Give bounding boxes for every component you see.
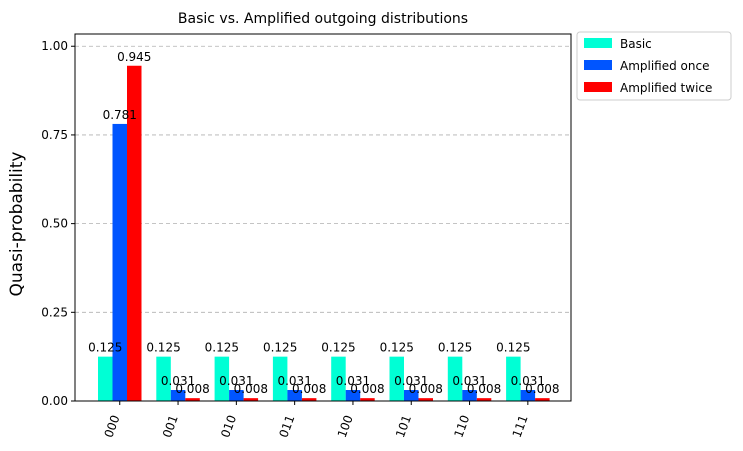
y-tick-label: 0.00: [41, 394, 68, 408]
bar-amplified-once-101: [404, 390, 419, 401]
y-tick-label: 0.75: [41, 128, 68, 142]
bar-value-labels: 0.1250.7810.9450.1250.0310.0080.1250.031…: [88, 50, 559, 396]
bar-value-label: 0.008: [409, 382, 443, 396]
legend-swatch-amplified-once: [584, 60, 612, 70]
legend-swatch-amplified-twice: [584, 82, 612, 92]
bar-basic-111: [506, 356, 521, 401]
legend-label: Amplified twice: [620, 81, 712, 95]
bar-basic-110: [447, 356, 463, 401]
bar-basic-101: [389, 356, 404, 401]
y-tick-label: 0.50: [41, 217, 68, 231]
bar-value-label: 0.031: [452, 374, 486, 388]
bar-amplified-once-110: [462, 390, 477, 401]
x-tick-label-101: 101: [393, 413, 414, 439]
chart-title: Basic vs. Amplified outgoing distributio…: [178, 11, 468, 27]
x-tick-label-111: 111: [510, 413, 531, 439]
bar-amplified-once-001: [170, 390, 186, 401]
bar-amplified-twice-000: [127, 65, 142, 401]
bar-amplified-once-010: [229, 390, 244, 401]
bar-value-label: 0.031: [277, 374, 311, 388]
bar-value-label: 0.008: [292, 382, 326, 396]
bar-basic-000: [98, 356, 113, 401]
y-tick-label: 1.00: [41, 39, 68, 53]
bar-amplified-twice-101: [418, 398, 433, 401]
legend-swatch-basic: [584, 38, 612, 48]
legend-label: Basic: [620, 37, 652, 51]
bar-amplified-twice-011: [301, 398, 317, 401]
bar-value-label: 0.008: [350, 382, 384, 396]
bar-amplified-once-011: [287, 390, 302, 401]
bar-value-label: 0.008: [525, 382, 559, 396]
legend-frame: [576, 31, 732, 101]
bar-value-label: 0.125: [88, 341, 122, 355]
bar-amplified-twice-110: [476, 398, 492, 401]
y-axis-label: Quasi-probability: [7, 152, 27, 297]
bar-value-label: 0.031: [161, 374, 195, 388]
bar-value-label: 0.008: [467, 382, 501, 396]
x-tick-label-010: 010: [218, 413, 239, 439]
bar-amplified-twice-001: [185, 398, 200, 401]
bar-amplified-once-100: [345, 390, 361, 401]
x-axis: 000 001 010 011 100 101 110 111: [102, 401, 531, 440]
x-tick-label-001: 001: [160, 413, 181, 439]
bar-basic-001: [156, 356, 171, 401]
bar-amplified-once-111: [520, 390, 536, 401]
bar-basic-011: [272, 356, 288, 401]
bar-value-label: 0.125: [496, 341, 530, 355]
bar-value-label: 0.125: [321, 341, 355, 355]
legend-label: Amplified once: [620, 59, 709, 73]
bar-value-label: 0.945: [117, 50, 151, 64]
x-tick-label-000: 000: [102, 413, 123, 439]
bar-value-label: 0.125: [263, 341, 297, 355]
x-tick-label-100: 100: [335, 413, 356, 439]
bar-value-label: 0.031: [511, 374, 545, 388]
bar-value-label: 0.031: [394, 374, 428, 388]
bar-amplified-twice-111: [535, 398, 550, 401]
bar-value-label: 0.008: [175, 382, 209, 396]
grid-lines: [75, 45, 571, 313]
bar-basic-100: [331, 356, 346, 401]
bar-value-label: 0.008: [234, 382, 268, 396]
bar-value-label: 0.125: [438, 341, 472, 355]
bar-amplified-twice-010: [243, 398, 259, 401]
bar-amplified-once-000: [112, 123, 127, 401]
y-axis: 0.00 0.25 0.50 0.75 1.00: [41, 39, 75, 408]
x-tick-label-110: 110: [451, 413, 472, 439]
y-tick-label: 0.25: [41, 305, 68, 319]
bar-value-label: 0.125: [205, 341, 239, 355]
bar-amplified-twice-100: [360, 398, 375, 401]
plot-frame: [74, 33, 572, 402]
bar-value-label: 0.125: [380, 341, 414, 355]
bar-value-label: 0.781: [103, 108, 137, 122]
legend: Basic Amplified once Amplified twice: [576, 31, 732, 101]
bars: [98, 65, 550, 401]
bar-value-label: 0.031: [219, 374, 253, 388]
bar-basic-010: [214, 356, 230, 401]
bar-value-label: 0.125: [146, 341, 180, 355]
bar-value-label: 0.031: [336, 374, 370, 388]
x-tick-label-011: 011: [276, 413, 297, 439]
